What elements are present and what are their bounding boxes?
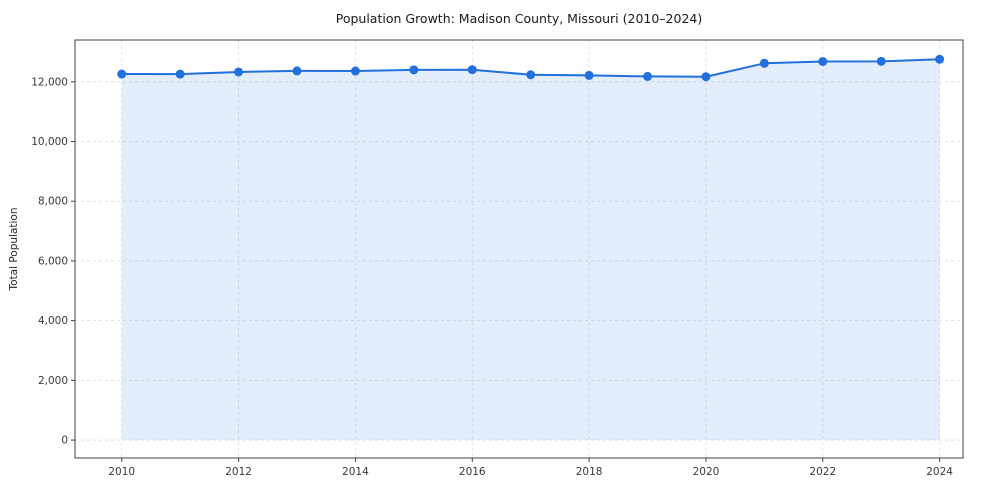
y-tick-label: 8,000	[38, 196, 68, 208]
x-tick-label: 2022	[809, 466, 836, 478]
x-tick-label: 2024	[926, 466, 953, 478]
data-point	[759, 58, 769, 68]
data-point	[350, 66, 360, 76]
x-tick-label: 2020	[693, 466, 720, 478]
y-tick-label: 6,000	[38, 255, 68, 267]
data-point	[526, 70, 536, 80]
axes: 2010 2012 2014 2016 2018 2020 2022 2024 0 2,000 4,…	[31, 39, 964, 478]
data-point	[818, 56, 828, 66]
y-tick-label: 10,000	[31, 136, 68, 148]
data-point	[935, 54, 945, 64]
data-point	[175, 69, 185, 79]
data-point	[584, 70, 594, 80]
data-point	[876, 56, 886, 66]
data-point	[292, 66, 302, 76]
y-tick-label: 4,000	[38, 315, 68, 327]
x-tick-label: 2014	[342, 466, 369, 478]
x-tick-label: 2010	[108, 466, 135, 478]
plot-border	[74, 39, 964, 459]
data-point	[467, 65, 477, 75]
y-tick-label: 12,000	[31, 76, 68, 88]
area-path	[121, 59, 940, 441]
y-tick-label: 2,000	[38, 375, 68, 387]
data-points	[117, 54, 945, 82]
area-fill	[121, 59, 940, 441]
x-tick-label: 2012	[225, 466, 252, 478]
y-axis-label: Total Population	[8, 207, 20, 291]
gridlines	[75, 40, 963, 458]
y-tick-label: 0	[61, 435, 68, 447]
x-tick-label: 2016	[459, 466, 486, 478]
data-point	[234, 67, 244, 77]
data-point	[643, 71, 653, 81]
x-tick-label: 2018	[576, 466, 603, 478]
data-point	[409, 65, 419, 75]
data-point	[117, 69, 127, 79]
chart-title: Population Growth: Madison County, Misso…	[336, 11, 703, 26]
data-point	[701, 72, 711, 82]
